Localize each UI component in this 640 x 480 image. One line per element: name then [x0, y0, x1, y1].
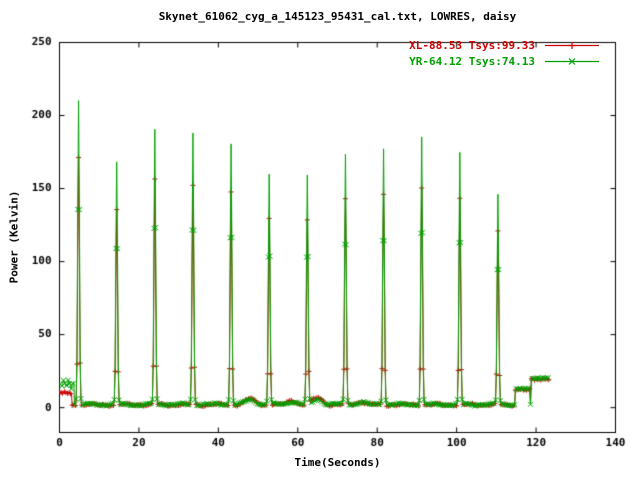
chart-title: Skynet_61062_cyg_a_145123_95431_cal.txt,…	[158, 10, 517, 23]
y-axis-label: Power (Kelvin)	[7, 190, 21, 284]
legend-label-xl: XL-88.53 Tsys:99.33	[409, 39, 535, 52]
plus-marker-icon	[568, 42, 576, 49]
legend-line-sample-yr	[545, 58, 599, 65]
x-axis-label: Time(Seconds)	[294, 456, 381, 469]
legend-label-yr: YR-64.12 Tsys:74.13	[409, 55, 535, 68]
cross-marker-icon	[568, 58, 576, 65]
legend-item-xl: XL-88.53 Tsys:99.33	[409, 39, 601, 52]
legend-item-yr: YR-64.12 Tsys:74.13	[409, 55, 601, 68]
legend-line-sample-xl	[545, 42, 599, 49]
